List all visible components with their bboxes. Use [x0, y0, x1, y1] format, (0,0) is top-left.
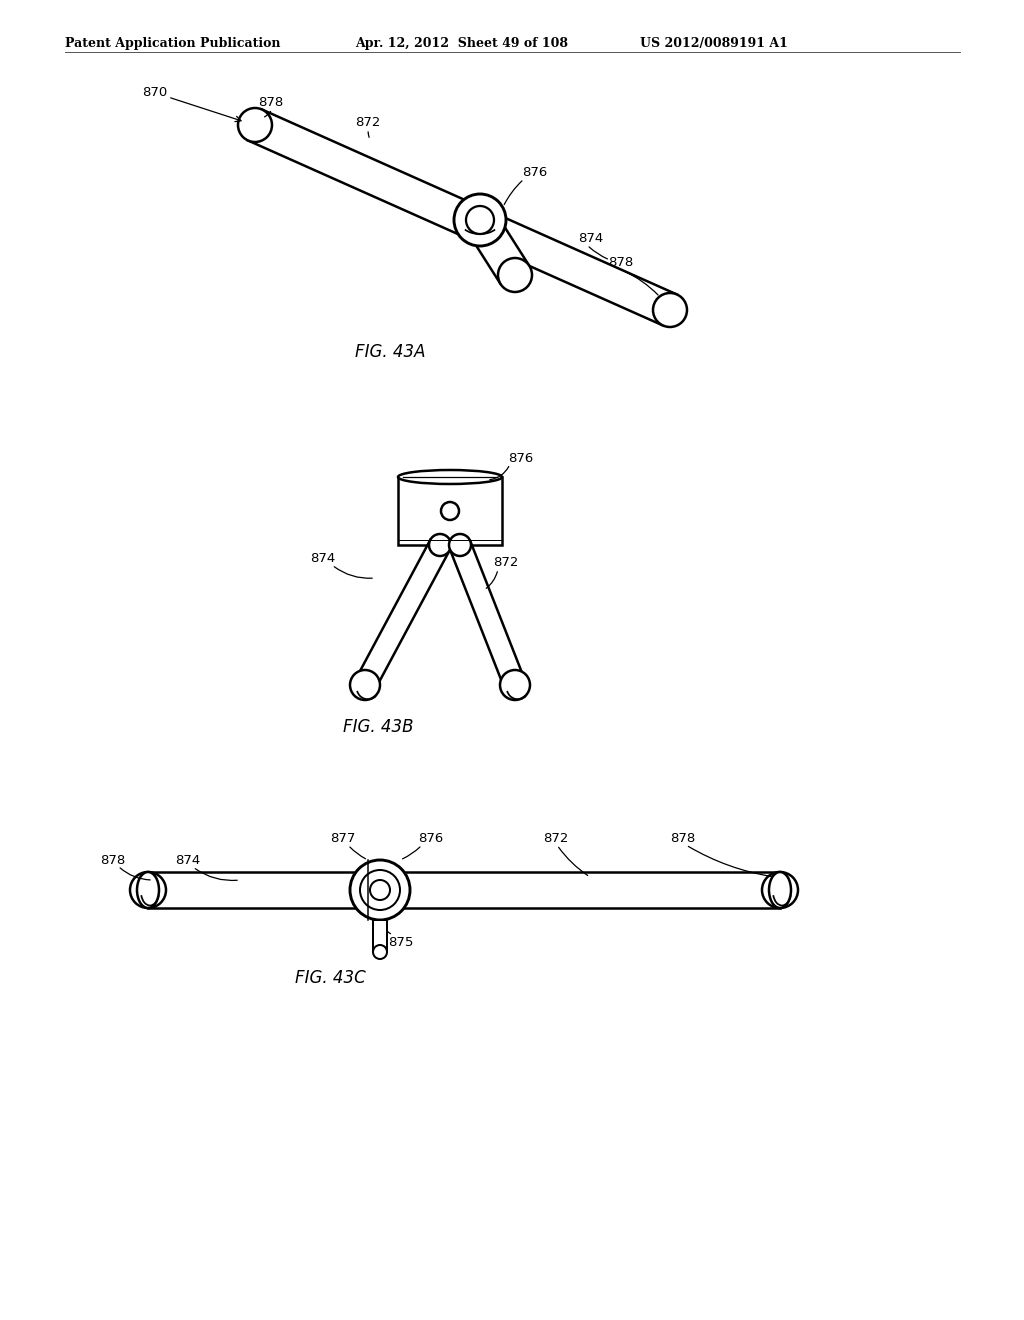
Circle shape: [762, 873, 798, 908]
Text: 874: 874: [175, 854, 201, 866]
Text: 874: 874: [310, 552, 335, 565]
Text: FIG. 43C: FIG. 43C: [295, 969, 366, 987]
Text: FIG. 43B: FIG. 43B: [343, 718, 414, 737]
Text: 878: 878: [100, 854, 125, 866]
Circle shape: [466, 206, 494, 234]
Ellipse shape: [137, 873, 159, 908]
Text: 870: 870: [142, 86, 167, 99]
Circle shape: [360, 870, 400, 909]
Polygon shape: [355, 540, 450, 690]
Circle shape: [463, 203, 497, 238]
Circle shape: [429, 535, 451, 556]
Circle shape: [504, 675, 526, 696]
Text: US 2012/0089191 A1: US 2012/0089191 A1: [640, 37, 787, 50]
Text: 872: 872: [355, 116, 380, 128]
Text: 872: 872: [543, 832, 568, 845]
Circle shape: [350, 861, 410, 920]
Circle shape: [370, 880, 390, 900]
Text: 875: 875: [388, 936, 414, 949]
Polygon shape: [248, 110, 677, 326]
Circle shape: [653, 293, 687, 327]
Text: FIG. 43A: FIG. 43A: [354, 343, 425, 360]
Circle shape: [454, 194, 506, 246]
Text: Patent Application Publication: Patent Application Publication: [65, 37, 281, 50]
Circle shape: [238, 108, 272, 143]
Bar: [373, 920, 387, 952]
Polygon shape: [466, 211, 529, 284]
Text: 876: 876: [508, 451, 534, 465]
Circle shape: [373, 945, 387, 960]
Text: 877: 877: [330, 832, 355, 845]
Circle shape: [500, 671, 530, 700]
Circle shape: [498, 257, 532, 292]
Text: 878: 878: [670, 832, 695, 845]
Circle shape: [354, 675, 376, 696]
Circle shape: [449, 535, 471, 556]
Text: 876: 876: [522, 165, 547, 178]
FancyBboxPatch shape: [398, 477, 502, 545]
Circle shape: [441, 502, 459, 520]
Text: 876: 876: [418, 832, 443, 845]
Text: 874: 874: [578, 231, 603, 244]
Circle shape: [350, 671, 380, 700]
Polygon shape: [450, 541, 525, 689]
Ellipse shape: [769, 873, 791, 908]
Ellipse shape: [398, 470, 502, 484]
Text: Apr. 12, 2012  Sheet 49 of 108: Apr. 12, 2012 Sheet 49 of 108: [355, 37, 568, 50]
Text: 872: 872: [493, 556, 518, 569]
Circle shape: [130, 873, 166, 908]
Polygon shape: [148, 873, 780, 908]
Text: 878: 878: [608, 256, 633, 268]
Text: 878: 878: [258, 95, 284, 108]
